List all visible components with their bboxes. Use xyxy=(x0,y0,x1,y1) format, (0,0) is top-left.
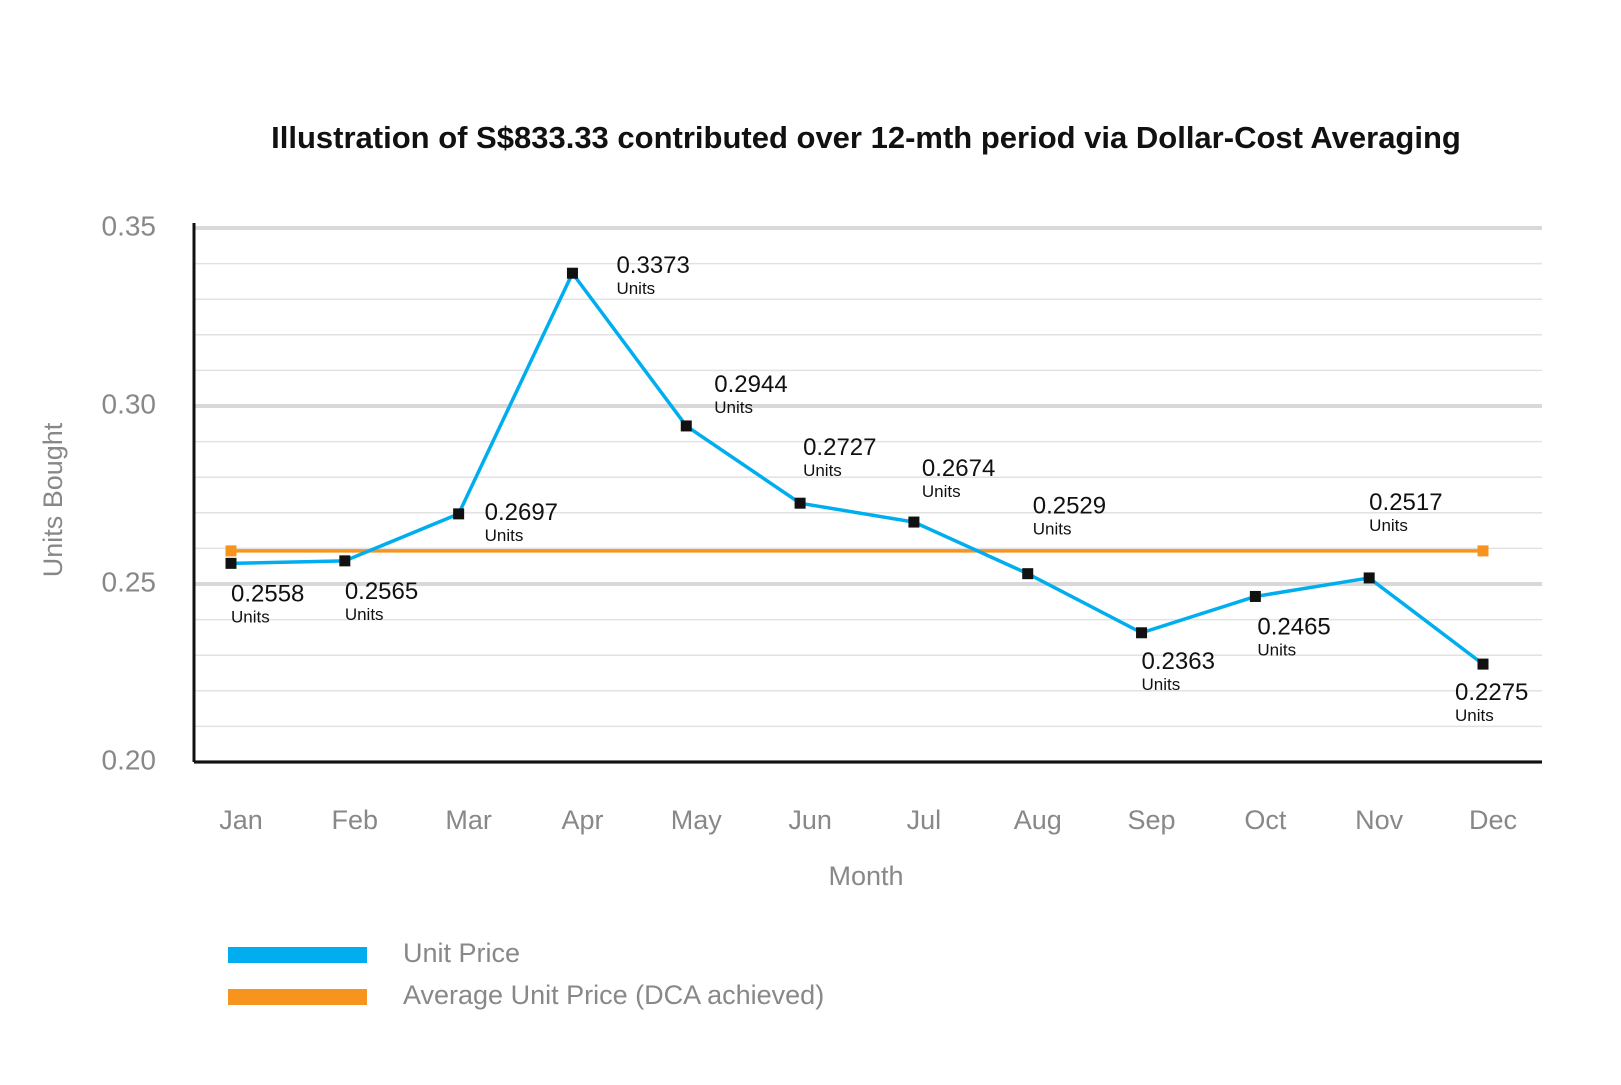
x-tick-label: Jul xyxy=(907,805,942,835)
data-point xyxy=(453,508,465,520)
data-label: 0.2565 Units xyxy=(345,578,418,624)
data-point xyxy=(680,420,692,432)
data-label: 0.2558 Units xyxy=(231,581,304,627)
data-point xyxy=(794,497,806,509)
data-point xyxy=(339,555,351,567)
x-tick-label: Apr xyxy=(561,805,603,835)
legend-swatch xyxy=(228,947,367,963)
x-tick-label: Jan xyxy=(219,805,263,835)
data-label: 0.3373 Units xyxy=(616,253,689,299)
data-label: 0.2727 Units xyxy=(803,435,876,481)
data-label: 0.2465 Units xyxy=(1257,614,1330,660)
y-tick-label: 0.20 xyxy=(102,744,157,775)
data-point xyxy=(1022,568,1034,580)
x-tick-label: Feb xyxy=(332,805,379,835)
data-label: 0.2674 Units xyxy=(922,455,995,501)
x-tick-label: May xyxy=(671,805,723,835)
chart-title: Illustration of S$833.33 contributed ove… xyxy=(271,120,1461,155)
legend-label: Average Unit Price (DCA achieved) xyxy=(403,980,824,1010)
data-point xyxy=(225,557,237,569)
x-tick-label: Dec xyxy=(1469,805,1517,835)
data-label: 0.2944 Units xyxy=(714,371,787,417)
y-tick-label: 0.25 xyxy=(102,566,157,597)
legend-label: Unit Price xyxy=(403,938,520,968)
data-point xyxy=(1136,627,1148,639)
average-point xyxy=(1477,545,1489,557)
data-label: 0.2529 Units xyxy=(1033,493,1106,539)
data-label: 0.2697 Units xyxy=(485,499,558,545)
data-label: 0.2517 Units xyxy=(1369,489,1442,535)
average-point xyxy=(225,545,237,557)
data-label: 0.2275 Units xyxy=(1455,679,1528,725)
y-tick-label: 0.35 xyxy=(102,210,157,241)
x-tick-label: Oct xyxy=(1244,805,1287,835)
data-point xyxy=(908,516,920,528)
x-axis-label: Month xyxy=(828,861,903,891)
data-point xyxy=(1363,572,1375,584)
data-point xyxy=(566,267,578,279)
data-point xyxy=(1477,658,1489,670)
series-line xyxy=(230,269,1485,666)
x-tick-label: Mar xyxy=(445,805,492,835)
data-point xyxy=(1249,590,1261,602)
legend-swatch xyxy=(228,989,367,1005)
x-tick-label: Aug xyxy=(1014,805,1062,835)
y-tick-label: 0.30 xyxy=(102,388,157,419)
y-axis-label: Units Bought xyxy=(38,422,68,577)
x-tick-label: Nov xyxy=(1355,805,1404,835)
x-tick-label: Jun xyxy=(788,805,832,835)
data-label: 0.2363 Units xyxy=(1142,648,1215,694)
x-tick-label: Sep xyxy=(1128,805,1176,835)
